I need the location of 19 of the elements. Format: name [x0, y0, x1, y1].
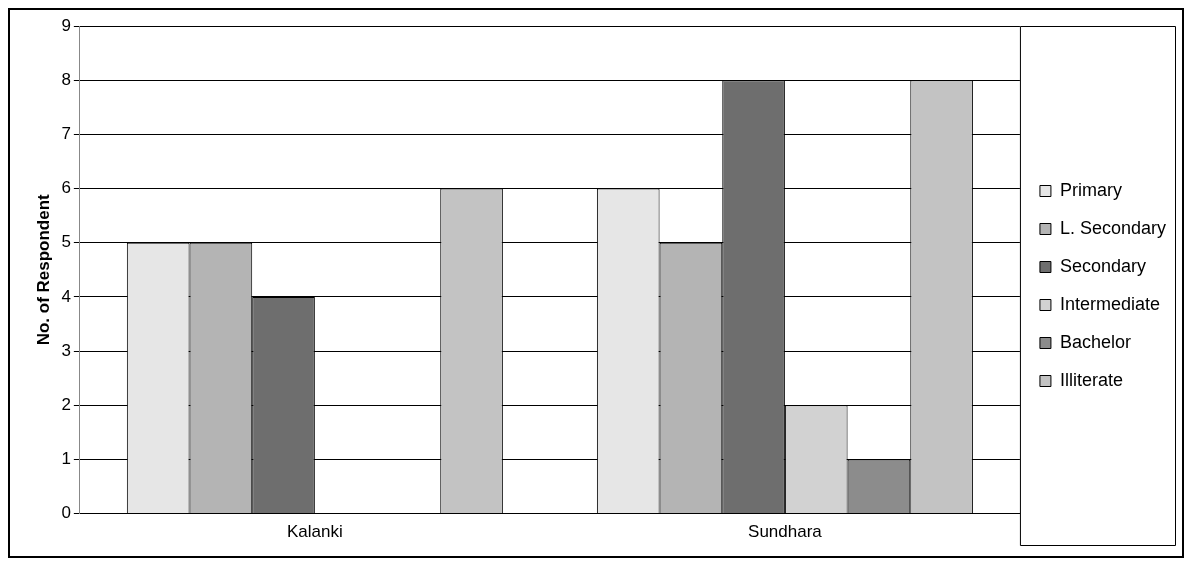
y-tick-label: 9 [61, 15, 71, 35]
y-tick-label: 7 [61, 124, 71, 144]
y-tick-label: 6 [61, 178, 71, 198]
legend-label: Bachelor [1059, 331, 1131, 352]
legend-label: Primary [1059, 179, 1122, 200]
y-tick-label: 2 [61, 394, 71, 414]
y-tick-label: 4 [61, 286, 71, 306]
x-tick-label: Kalanki [286, 522, 343, 542]
y-tick-label: 8 [61, 69, 71, 89]
legend-label: Illiterate [1059, 369, 1123, 390]
legend-label: Intermediate [1059, 293, 1160, 314]
legend-label: Secondary [1059, 255, 1146, 276]
x-tick-label: Sundhara [748, 522, 823, 542]
y-tick-label: 1 [61, 449, 71, 469]
legend-label: L. Secondary [1059, 217, 1167, 238]
y-tick-label: 0 [61, 503, 71, 523]
y-tick-label: 5 [61, 232, 71, 252]
y-tick-label: 3 [61, 340, 71, 360]
y-axis-title: No. of Respondent [33, 193, 53, 346]
